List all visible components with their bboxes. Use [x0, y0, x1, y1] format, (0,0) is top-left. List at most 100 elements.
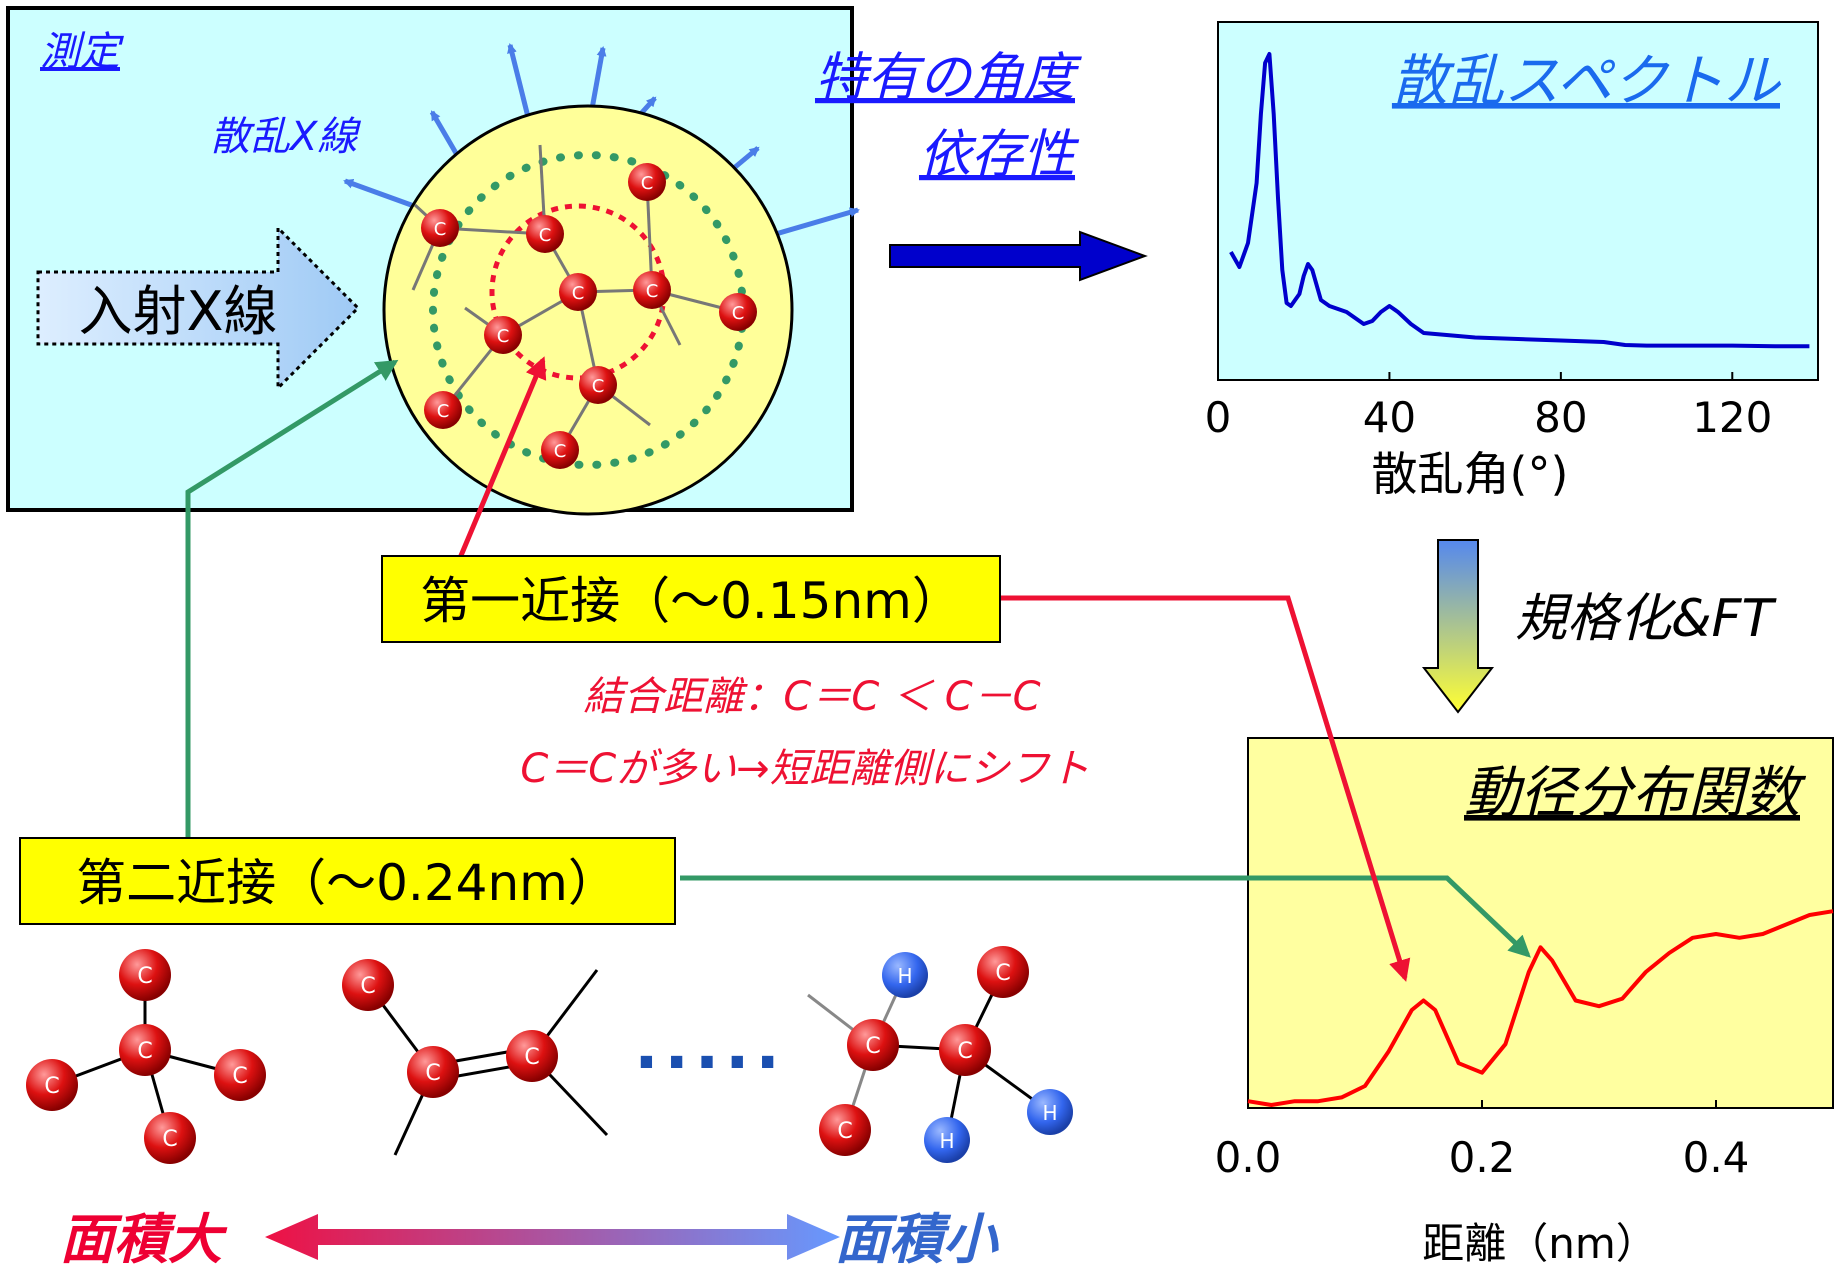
angle-dependence-line2: 依存性	[919, 125, 1080, 185]
atom-label: C	[497, 326, 510, 347]
atom-label: C	[425, 1061, 440, 1086]
atom-label: C	[137, 1039, 152, 1064]
atom-label: C	[646, 281, 659, 302]
x-tick-label: 0.2	[1449, 1133, 1516, 1182]
area-double-arrow	[265, 1214, 840, 1260]
atom-label: H	[897, 964, 912, 988]
rdf-series-line	[1247, 909, 1834, 1107]
incident-xray-arrow: 入射X線	[36, 224, 361, 392]
carbon-atom: C	[421, 209, 459, 247]
sample-atoms: C C C C C C C C C C	[421, 163, 757, 469]
spectrum-x-axis-label: 散乱角(°)	[1372, 447, 1569, 501]
carbon-atom: C	[144, 1112, 196, 1164]
atom-label: C	[572, 283, 585, 304]
carbon-atom: C	[559, 273, 597, 311]
rdf-plot-area	[1247, 737, 1834, 1109]
atom-label: C	[44, 1074, 59, 1099]
second-neighbor-sphere-arrow	[185, 359, 399, 845]
first-neighbor-box: 第一近接（～0.15nm）	[381, 555, 1001, 643]
carbon-atom: C	[819, 1104, 871, 1156]
rdf-x-tick-labels: 0.0 0.2 0.4	[1215, 1133, 1750, 1182]
x-tick-label: 80	[1534, 393, 1587, 442]
atom-label: C	[995, 961, 1010, 986]
carbon-atom: C	[847, 1019, 899, 1071]
spectrum-x-tick-labels: 0 40 80 120	[1205, 393, 1773, 442]
atom-label: C	[539, 225, 552, 246]
x-tick-label: 0	[1205, 393, 1232, 442]
carbon-atom: C	[628, 163, 666, 201]
second-neighbor-label: 第二近接（～0.24nm）	[76, 854, 618, 912]
spectrum-plot-area	[1217, 21, 1819, 381]
area-small-label: 面積小	[835, 1208, 999, 1271]
atom-label: C	[957, 1039, 972, 1064]
sample-sphere	[382, 104, 794, 516]
carbon-atom: C	[407, 1046, 459, 1098]
carbon-atom: C	[342, 959, 394, 1011]
first-neighbor-sphere-arrow	[457, 356, 547, 559]
carbon-atom: C	[939, 1024, 991, 1076]
first-neighbor-label: 第一近接（～0.15nm）	[420, 572, 962, 630]
measurement-title: 測定	[40, 29, 124, 75]
spectrum-tick-marks	[1217, 372, 1734, 380]
atom-label: C	[837, 1119, 852, 1144]
carbon-atom: C	[119, 1024, 171, 1076]
atom-label: H	[1042, 1101, 1057, 1125]
carbon-atom: C	[119, 949, 171, 1001]
area-scale: 面積大 面積小	[60, 1208, 999, 1271]
rdf-title: 動径分布関数	[1464, 761, 1807, 826]
atom-label: C	[554, 441, 567, 462]
carbon-atom: C	[977, 946, 1029, 998]
second-neighbor-rdf-arrow	[680, 875, 1531, 958]
tetrahedral-molecule: C C C C C	[26, 949, 266, 1164]
measurement-panel: 測定 散乱X線 入射X線	[6, 6, 1082, 516]
carbon-atom: C	[424, 391, 462, 429]
normalize-ft-label: 規格化&FT	[1515, 589, 1777, 649]
shift-note: C＝Cが多い→短距離側にシフト	[520, 746, 1089, 792]
carbon-atom: C	[484, 316, 522, 354]
scattered-xray-label: 散乱X線	[210, 114, 361, 160]
atom-label: C	[524, 1045, 539, 1070]
rdf-panel: 動径分布関数 0.0 0.2 0.4 距離（nm）	[1215, 737, 1834, 1268]
carbon-atom: C	[579, 366, 617, 404]
carbon-atom: C	[506, 1030, 558, 1082]
atom-label: C	[232, 1064, 247, 1089]
carbon-atom: C	[526, 215, 564, 253]
carbon-atom: C	[719, 293, 757, 331]
normalize-ft-arrow: 規格化&FT	[1421, 539, 1777, 714]
hydrocarbon-molecule: H H H C C C C	[807, 946, 1073, 1163]
atom-label: C	[360, 974, 375, 999]
atom-label: C	[437, 401, 450, 422]
spectrum-panel: 散乱スペクトル 0 40 80 120 散乱角(°)	[1205, 21, 1819, 501]
x-tick-label: 120	[1692, 393, 1772, 442]
carbon-atom: C	[214, 1049, 266, 1101]
x-tick-label: 0.0	[1215, 1133, 1282, 1182]
hydrogen-atom: H	[882, 952, 928, 998]
molecule-ellipsis: .....	[634, 1010, 786, 1084]
hydrogen-atom: H	[1027, 1089, 1073, 1135]
x-tick-label: 0.4	[1683, 1133, 1750, 1182]
atom-label: C	[865, 1034, 880, 1059]
carbon-atom: C	[633, 271, 671, 309]
atom-label: C	[641, 173, 654, 194]
carbon-atom: C	[541, 431, 579, 469]
bond-length-note: 結合距離：C＝C ＜ C－C	[583, 674, 1040, 720]
atom-label: C	[732, 303, 745, 324]
carbon-atom: C	[26, 1059, 78, 1111]
atom-label: H	[939, 1129, 954, 1153]
atom-label: C	[162, 1127, 177, 1152]
alkene-molecule: C C C	[342, 959, 609, 1156]
atom-label: C	[434, 219, 447, 240]
first-neighbor-rdf-arrow	[1000, 595, 1411, 982]
angle-dependence-line1: 特有の角度	[815, 48, 1082, 108]
atom-label: C	[137, 964, 152, 989]
second-neighbor-box: 第二近接（～0.24nm）	[19, 837, 676, 925]
atom-label: C	[592, 376, 605, 397]
to-spectrum-arrow	[889, 230, 1148, 282]
spectrum-series-line	[1229, 52, 1810, 349]
rdf-x-axis-label: 距離（nm）	[1422, 1219, 1658, 1268]
area-large-label: 面積大	[60, 1208, 228, 1271]
hydrogen-atom: H	[924, 1117, 970, 1163]
spectrum-title: 散乱スペクトル	[1392, 49, 1782, 114]
incident-xray-label: 入射X線	[79, 280, 278, 343]
